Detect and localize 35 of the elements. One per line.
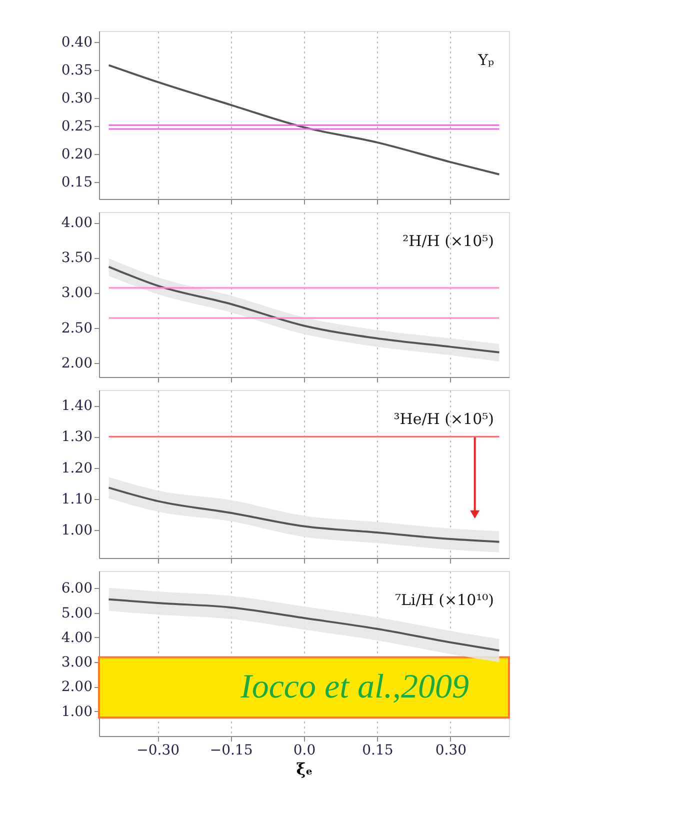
- x-tick-label: −0.15: [210, 742, 253, 758]
- y-tick-label: 1.40: [61, 398, 92, 414]
- y-tick-label: 1.00: [61, 522, 92, 538]
- y-tick-label: 2.50: [61, 320, 92, 336]
- y-tick-label: 0.40: [61, 34, 92, 51]
- line-series: [108, 486, 500, 543]
- y-tick-label: 2.00: [61, 355, 92, 372]
- x-axis-title: ξₑ: [296, 760, 313, 778]
- y-tick-label: 0.30: [61, 90, 92, 107]
- y-tick-label: 0.20: [61, 146, 92, 163]
- y-tick-label: 4.00: [61, 215, 92, 232]
- y-tick-label: 0.25: [61, 118, 92, 135]
- annotation: Yₚ: [477, 51, 494, 69]
- y-tick-label: 4.00: [61, 630, 92, 646]
- y-tick-label: 6.00: [61, 580, 92, 597]
- x-tick-label: 0.30: [435, 742, 467, 758]
- x-tick-label: 0.0: [293, 742, 316, 758]
- y-tick-label: 3.00: [61, 654, 92, 671]
- x-tick-label: 0.15: [362, 742, 394, 758]
- y-tick-label: 2.00: [61, 679, 92, 696]
- y-tick-label: 1.30: [61, 429, 92, 446]
- band-label: Iocco et al.,2009: [240, 668, 469, 706]
- y-tick-label: 1.20: [61, 460, 92, 476]
- y-tick-label: 1.00: [61, 704, 92, 720]
- annotation: ²H/H (×10⁵): [402, 232, 494, 250]
- x-tick-label: −0.30: [136, 742, 180, 758]
- annotation: ⁷Li/H (×10¹⁰): [394, 591, 494, 609]
- y-tick-label: 0.35: [61, 62, 92, 79]
- y-tick-label: 3.50: [61, 250, 92, 266]
- y-tick-label: 3.00: [61, 285, 92, 302]
- line-series: [108, 266, 500, 354]
- annotation: ³He/H (×10⁵): [394, 410, 494, 428]
- y-tick-label: 0.15: [61, 174, 92, 191]
- y-tick-label: 1.10: [61, 491, 92, 508]
- y-tick-label: 5.00: [61, 605, 92, 622]
